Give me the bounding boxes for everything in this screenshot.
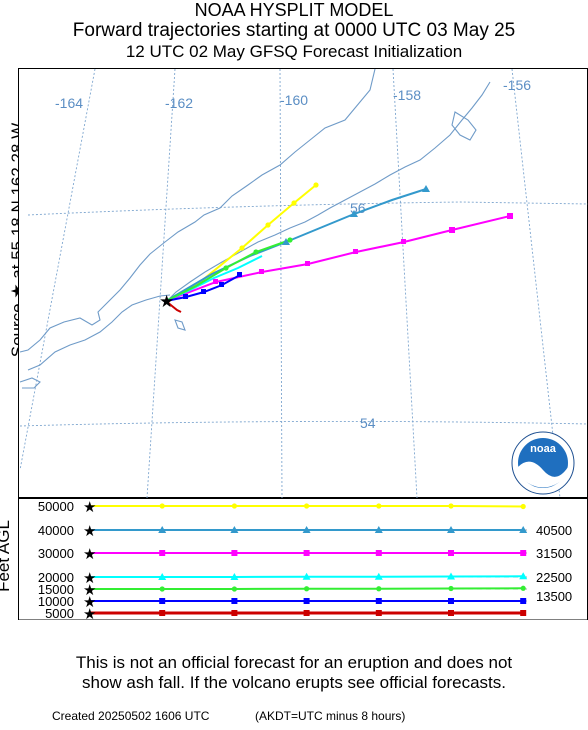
altitude-marker [159,503,165,509]
altitude-marker [520,585,526,591]
lon-label: -164 [55,95,83,111]
lat-label: 54 [360,415,376,431]
altitude-axis-label: Feet AGL [0,520,13,592]
y-tick-label: 5000 [45,606,74,620]
altitude-marker [158,573,167,580]
altitude-marker [520,503,526,510]
graticule [19,68,588,498]
y-tick-label-right: 31500 [536,546,572,561]
altitude-marker [448,598,454,604]
y-tick-label: 30000 [38,546,74,561]
altitude-marker [159,586,165,592]
disclaimer-line: This is not an official forecast for an … [75,653,513,672]
trajectory-line [165,300,182,313]
created-timestamp: Created 20250502 1606 UTC [52,709,210,723]
altitude-marker [448,585,454,592]
source-star-icon: ★ [83,546,96,563]
altitude-marker [303,550,310,556]
altitude-marker [519,572,528,580]
lon-label: -158 [393,87,421,103]
altitude-marker [158,526,167,533]
altitude-marker [159,610,166,616]
altitude-marker [376,586,382,592]
y-tick-label: 40000 [38,523,74,538]
y-tick-label-right: 13500 [536,589,572,604]
svg-text:noaa: noaa [530,443,557,455]
altitude-marker [520,610,527,616]
title-trajectory: Forward trajectories starting at 0000 UT… [72,20,516,41]
noaa-logo: noaa [511,431,575,495]
altitude-marker [374,572,383,580]
altitude-marker [375,610,382,616]
altitude-marker [230,573,239,580]
map-border [18,68,588,498]
source-star-icon: ★ [159,292,174,311]
altitude-marker [376,503,382,509]
altitude-marker [374,526,383,533]
title-model: NOAA HYSPLIT MODEL [194,0,394,20]
y-tick-label: 20000 [38,570,74,585]
trajectory-markers [183,182,513,299]
altitude-marker [448,610,454,616]
altitude-marker [231,610,238,616]
altitude-marker [448,503,454,509]
disclaimer-line: show ash fall. If the volcano erupts see… [82,673,506,692]
altitude-marker [231,503,237,509]
altitude-frame [18,498,588,620]
altitude-marker [447,572,455,580]
lon-label: -156 [503,77,531,93]
altitude-marker [302,572,311,580]
coastline [19,68,491,389]
altitude-marker [448,550,454,556]
altitude-marker [520,598,527,604]
source-star-icon: ★ [83,582,96,599]
altitude-marker [304,586,310,592]
altitude-marker [159,550,166,556]
lon-label: -160 [280,92,308,108]
trajectory-line [165,215,511,302]
altitude-marker [303,598,310,604]
source-star-icon: ★ [83,523,96,540]
altitude-marker [302,526,311,533]
source-star-icon: ★ [83,606,96,620]
altitude-marker [447,526,455,533]
title-forecast-init: 12 UTC 02 May GFSQ Forecast Initializati… [125,42,463,61]
disclaimer: This is not an official forecast for an … [0,653,588,693]
y-tick-label: 50000 [38,499,74,514]
lon-label: -162 [165,95,193,111]
source-star-icon: ★ [83,570,96,587]
altitude-marker [520,550,527,556]
altitude-marker [231,598,238,604]
altitude-marker [231,550,238,556]
trajectory-map: -164 -162 -160 -158 -156 56 54 ★ [18,68,588,498]
altitude-marker [159,598,166,604]
y-tick-label-right: 22500 [536,570,572,585]
y-tick-label: 15000 [38,582,74,597]
altitude-marker [375,550,382,556]
y-tick-label-right: 40500 [536,523,572,538]
y-tick-label: 10000 [38,594,74,609]
altitude-marker [375,598,382,604]
trajectory-line [165,188,427,302]
source-star-icon: ★ [83,499,96,516]
altitude-marker [303,610,310,616]
timezone-note: (AKDT=UTC minus 8 hours) [255,709,406,723]
altitude-marker [519,526,528,533]
source-star-icon: ★ [83,594,96,611]
altitude-marker [304,503,310,509]
altitude-marker [231,586,237,592]
altitude-marker [230,526,239,533]
